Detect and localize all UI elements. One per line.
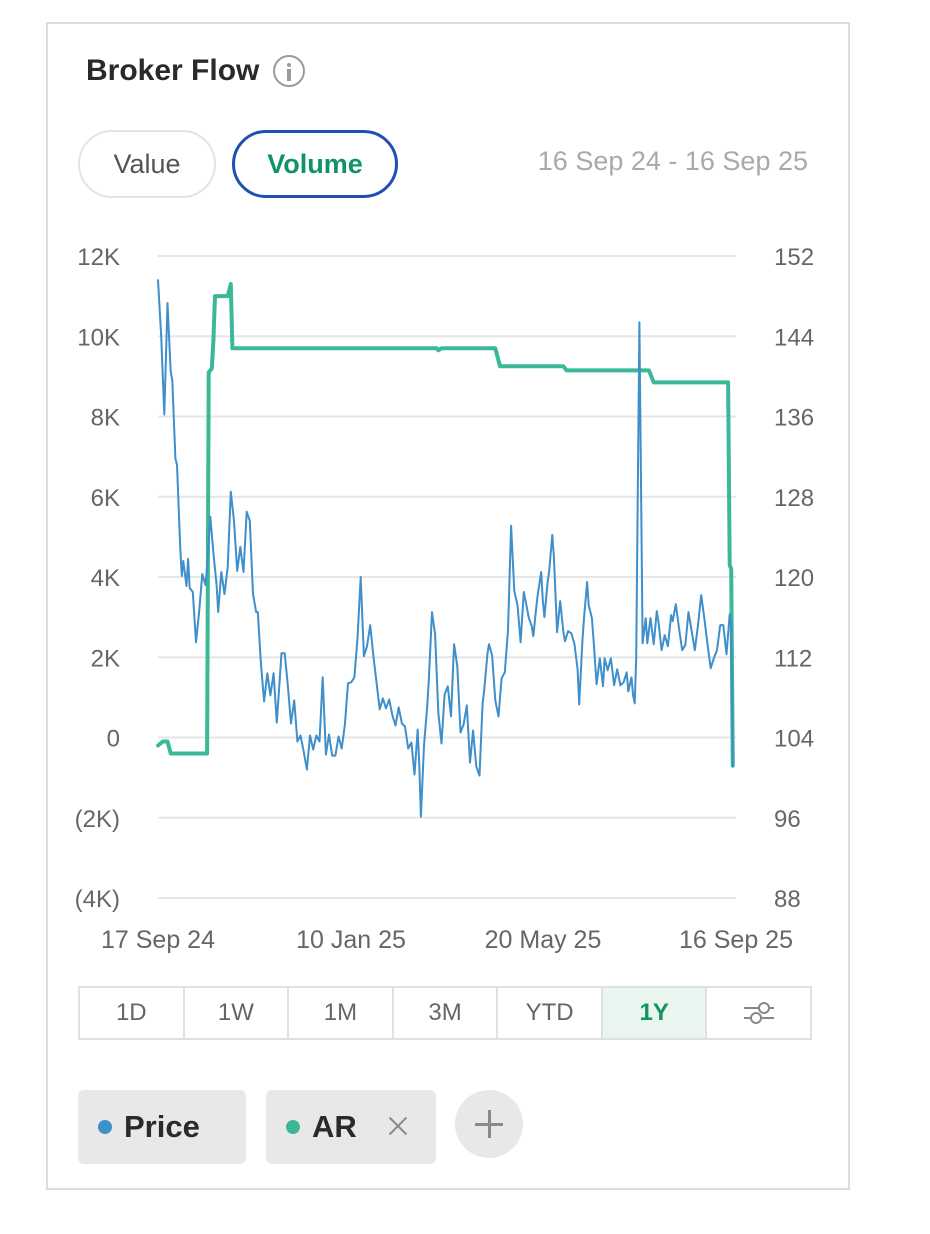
x-axis-tick-label: 17 Sep 24 xyxy=(101,926,215,954)
left-axis-tick-label: 6K xyxy=(91,485,120,512)
left-axis-tick-label: 4K xyxy=(91,565,120,592)
left-axis-tick-label: (2K) xyxy=(75,806,120,833)
left-axis-tick-label: 0 xyxy=(107,726,120,753)
chart-series xyxy=(156,279,735,818)
right-axis-tick-label: 96 xyxy=(774,806,801,833)
left-axis-tick-label: 2K xyxy=(91,645,120,672)
left-axis-tick-label: 12K xyxy=(77,244,120,271)
card-header: Broker Flow xyxy=(86,54,306,88)
right-axis-tick-label: 120 xyxy=(774,565,814,592)
close-icon[interactable] xyxy=(386,1112,410,1140)
left-axis-ticks: 12K 10K 8K 6K 4K 2K 0 (2K) (4K) xyxy=(75,244,120,913)
right-axis-tick-label: 88 xyxy=(774,886,801,913)
right-axis-tick-label: 144 xyxy=(774,324,814,351)
volume-toggle-button[interactable]: Volume xyxy=(232,130,398,198)
right-axis-ticks: 152 144 136 128 120 112 104 96 88 xyxy=(774,244,814,913)
ar-series-line xyxy=(156,282,735,768)
timeframe-1m-button[interactable]: 1M xyxy=(289,988,394,1038)
price-series-line xyxy=(157,279,734,818)
x-axis-tick-label: 16 Sep 25 xyxy=(679,926,793,954)
date-range-label: 16 Sep 24 - 16 Sep 25 xyxy=(537,146,808,176)
info-icon[interactable] xyxy=(273,55,306,87)
timeframe-1w-button[interactable]: 1W xyxy=(185,988,290,1038)
legend-chip-price[interactable]: Price xyxy=(78,1090,246,1164)
left-axis-tick-label: (4K) xyxy=(75,886,120,913)
sliders-icon xyxy=(743,1002,774,1024)
card-title: Broker Flow xyxy=(86,54,260,87)
broker-flow-card: Broker Flow Value Volume 16 Sep 24 - 16 … xyxy=(46,22,850,1190)
value-toggle-button[interactable]: Value xyxy=(78,130,216,198)
right-axis-tick-label: 152 xyxy=(774,244,814,271)
add-series-button[interactable] xyxy=(455,1090,523,1158)
right-axis-tick-label: 112 xyxy=(774,645,812,672)
price-legend-dot xyxy=(98,1120,112,1134)
timeframe-1d-button[interactable]: 1D xyxy=(80,988,185,1038)
right-axis-tick-label: 104 xyxy=(774,726,814,753)
ar-legend-label: AR xyxy=(312,1109,357,1144)
timeframe-ytd-button[interactable]: YTD xyxy=(498,988,603,1038)
right-axis-tick-label: 128 xyxy=(774,485,814,512)
x-axis-tick-label: 20 May 25 xyxy=(485,926,602,954)
timeframe-selector: 1D 1W 1M 3M YTD 1Y xyxy=(78,986,812,1040)
x-axis-tick-label: 10 Jan 25 xyxy=(296,926,406,954)
left-axis-tick-label: 10K xyxy=(77,324,120,351)
chart-settings-button[interactable] xyxy=(707,988,810,1038)
left-axis-tick-label: 8K xyxy=(91,405,120,432)
x-axis-ticks: 17 Sep 24 10 Jan 25 20 May 25 16 Sep 25 xyxy=(101,926,793,954)
chart-grid xyxy=(158,255,736,899)
price-legend-label: Price xyxy=(124,1109,200,1144)
right-axis-tick-label: 136 xyxy=(774,405,814,432)
timeframe-1y-button[interactable]: 1Y xyxy=(602,988,708,1038)
legend-chip-ar[interactable]: AR xyxy=(266,1090,436,1164)
ar-legend-dot xyxy=(286,1120,300,1134)
timeframe-3m-button[interactable]: 3M xyxy=(394,988,499,1038)
